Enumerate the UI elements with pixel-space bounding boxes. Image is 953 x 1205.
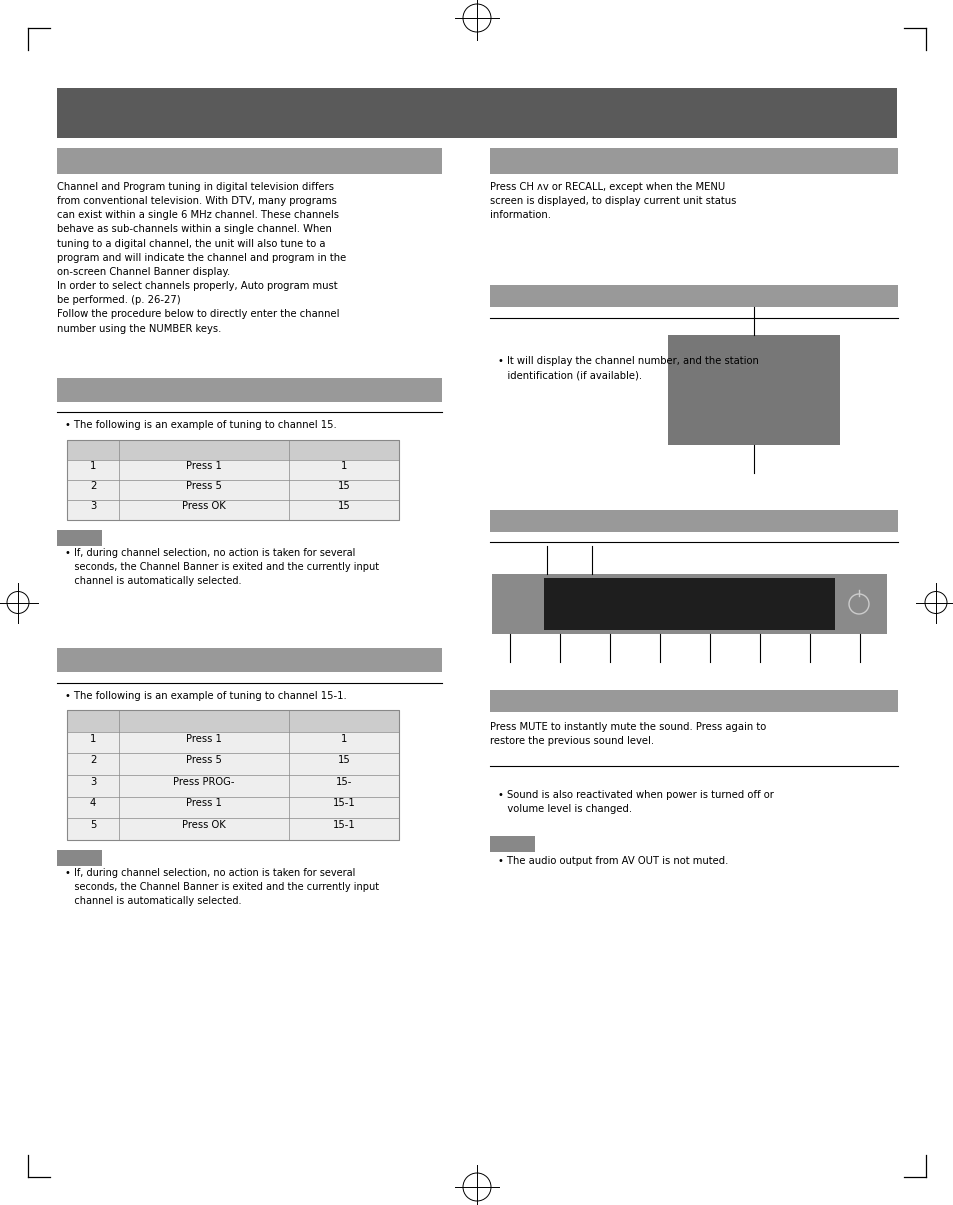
Text: • It will display the channel number, and the station
   identification (if avai: • It will display the channel number, an… xyxy=(497,355,758,380)
Text: 2: 2 xyxy=(90,756,96,765)
Bar xyxy=(57,88,896,139)
Text: • The following is an example of tuning to channel 15-1.: • The following is an example of tuning … xyxy=(65,690,346,701)
Text: 5: 5 xyxy=(90,821,96,830)
Text: 1: 1 xyxy=(90,734,96,743)
Bar xyxy=(490,510,897,531)
Text: Press MUTE to instantly mute the sound. Press again to
restore the previous soun: Press MUTE to instantly mute the sound. … xyxy=(490,722,765,746)
Text: 15-1: 15-1 xyxy=(333,821,355,830)
Text: 15: 15 xyxy=(337,756,350,765)
Bar xyxy=(67,440,398,521)
Bar xyxy=(67,500,398,521)
Text: • If, during channel selection, no action is taken for several
   seconds, the C: • If, during channel selection, no actio… xyxy=(65,868,378,906)
Bar xyxy=(67,731,398,753)
Bar xyxy=(67,797,398,818)
Text: 1: 1 xyxy=(340,462,347,471)
Bar xyxy=(57,148,441,174)
Bar xyxy=(67,710,398,840)
Text: 15-: 15- xyxy=(335,777,352,787)
Text: Press CH ʌv or RECALL, except when the MENU
screen is displayed, to display curr: Press CH ʌv or RECALL, except when the M… xyxy=(490,182,736,221)
Text: 3: 3 xyxy=(90,501,96,511)
Text: 2: 2 xyxy=(90,481,96,490)
Text: 3: 3 xyxy=(90,777,96,787)
Bar xyxy=(57,648,441,672)
Bar xyxy=(67,460,398,480)
Text: Press OK: Press OK xyxy=(182,501,226,511)
Bar xyxy=(667,335,840,445)
Bar xyxy=(57,850,102,866)
Text: • If, during channel selection, no action is taken for several
   seconds, the C: • If, during channel selection, no actio… xyxy=(65,548,378,586)
Text: Press PROG-: Press PROG- xyxy=(173,777,234,787)
Text: Press 1: Press 1 xyxy=(186,734,222,743)
Text: Press 5: Press 5 xyxy=(186,481,222,490)
Text: 15: 15 xyxy=(337,481,350,490)
Bar xyxy=(67,480,398,500)
Bar xyxy=(490,690,897,712)
Text: 4: 4 xyxy=(90,799,96,809)
Text: Press OK: Press OK xyxy=(182,821,226,830)
Bar xyxy=(67,753,398,775)
Text: • The following is an example of tuning to channel 15.: • The following is an example of tuning … xyxy=(65,421,336,430)
Text: 1: 1 xyxy=(90,462,96,471)
Text: • Sound is also reactivated when power is turned off or
   volume level is chang: • Sound is also reactivated when power i… xyxy=(497,790,773,815)
Bar xyxy=(543,578,834,630)
Text: Press 1: Press 1 xyxy=(186,799,222,809)
Text: 1: 1 xyxy=(340,734,347,743)
Bar xyxy=(67,440,398,460)
Bar xyxy=(67,818,398,840)
Text: Channel and Program tuning in digital television differs
from conventional telev: Channel and Program tuning in digital te… xyxy=(57,182,346,334)
Bar xyxy=(67,775,398,797)
Bar xyxy=(492,574,886,634)
Bar xyxy=(490,836,535,852)
Bar xyxy=(57,530,102,546)
Text: Press 1: Press 1 xyxy=(186,462,222,471)
Text: 15: 15 xyxy=(337,501,350,511)
Text: 15-1: 15-1 xyxy=(333,799,355,809)
Bar xyxy=(490,148,897,174)
Bar xyxy=(490,286,897,307)
Bar xyxy=(67,710,398,731)
Text: Press 5: Press 5 xyxy=(186,756,222,765)
Bar xyxy=(57,378,441,402)
Text: • The audio output from AV OUT is not muted.: • The audio output from AV OUT is not mu… xyxy=(497,856,727,866)
